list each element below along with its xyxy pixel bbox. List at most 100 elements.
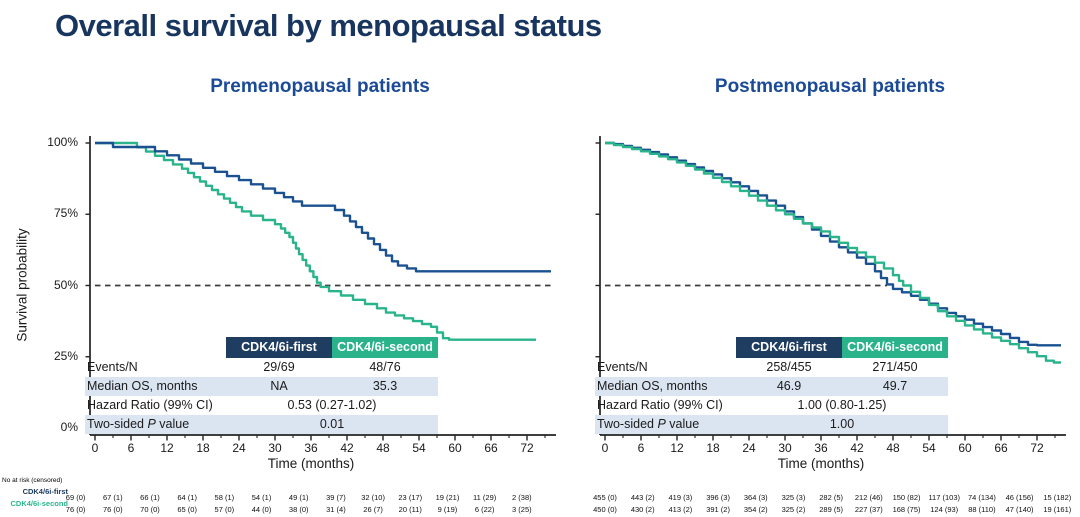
km-curve-cdk46i-second xyxy=(605,141,1061,364)
panel-title-premenopausal: Premenopausal patients xyxy=(210,76,430,97)
at-risk-value: 32 (10) xyxy=(361,493,385,502)
at-risk-value: 69 (0) xyxy=(65,493,86,502)
stats-row-label: Median OS, months xyxy=(85,377,226,396)
at-risk-value: 54 (1) xyxy=(251,493,272,502)
legend-cdk46i-second: CDK4/6i-second xyxy=(332,337,438,358)
x-tick-label: 24 xyxy=(232,441,246,455)
y-tick-label: 75% xyxy=(53,206,78,221)
x-tick-label: 42 xyxy=(340,441,354,455)
x-tick-label: 36 xyxy=(304,441,318,455)
y-tick-label: 100% xyxy=(47,135,78,149)
at-risk-value: 70 (0) xyxy=(140,505,160,514)
x-tick-label: 0 xyxy=(601,441,609,455)
at-risk-value: 9 (19) xyxy=(437,505,458,514)
stats-header-spacer xyxy=(85,337,226,358)
stats-row-label: Two-sided P value xyxy=(595,415,736,434)
y-axis-label: Survival probability xyxy=(14,228,30,342)
at-risk-row-cdk46i-second: 76 (0) 76 (0) 70 (0) 65 (0) 57 (0) 44 (0) 38 (… xyxy=(57,499,540,517)
italic-p: P xyxy=(147,417,156,431)
stats-row-label: Events/N xyxy=(87,360,138,374)
at-risk-label-cdk46i-second: CDK4/6i-second xyxy=(10,499,68,508)
at-risk-caption: No at risk (censored) xyxy=(2,477,63,484)
at-risk-value: 58 (1) xyxy=(214,493,235,502)
survival-plot-premenopausal xyxy=(85,136,556,441)
x-tick-label: 24 xyxy=(742,441,756,455)
at-risk-value: 413 (2) xyxy=(668,505,693,514)
stats-row-label: Events/N xyxy=(597,360,648,374)
at-risk-value: 430 (2) xyxy=(630,505,655,514)
stats-value-span: 0.53 (0.27-1.02) xyxy=(287,398,377,412)
at-risk-value: 2 (38) xyxy=(512,493,532,502)
at-risk-value: 57 (0) xyxy=(214,505,235,514)
panel-postmenopausal: Postmenopausal patients CDK4/6i-first CDK… xyxy=(510,0,1080,517)
stats-value-first: 46.9 xyxy=(736,377,842,396)
x-tick-label: 66 xyxy=(994,441,1008,455)
legend-cdk46i-first: CDK4/6i-first xyxy=(736,337,842,358)
y-tick-label: 50% xyxy=(53,277,78,292)
km-curve-cdk46i-first xyxy=(605,141,1061,347)
at-risk-value: 39 (7) xyxy=(326,493,346,502)
at-risk-value: 289 (5) xyxy=(819,505,844,514)
x-axis-label: Time (months) xyxy=(267,456,355,471)
at-risk-value: 364 (3) xyxy=(743,493,768,502)
at-risk-value: 44 (0) xyxy=(251,505,272,514)
at-risk-value: 38 (0) xyxy=(288,505,309,514)
at-risk-value: 23 (17) xyxy=(398,493,423,502)
at-risk-value: 66 (1) xyxy=(140,493,160,502)
at-risk-value: 150 (82) xyxy=(892,493,921,502)
stats-value-second: 35.3 xyxy=(332,377,438,396)
x-tick-label: 54 xyxy=(412,441,426,455)
at-risk-value: 354 (2) xyxy=(743,505,768,514)
x-tick-label: 12 xyxy=(160,441,174,455)
at-risk-value: 47 (140) xyxy=(1005,505,1034,514)
stats-value-first: 258/455 xyxy=(766,360,812,374)
italic-p: P xyxy=(657,417,666,431)
at-risk-value: 117 (103) xyxy=(928,493,960,502)
x-tick-label: 6 xyxy=(127,441,135,455)
y-tick-label: 25% xyxy=(53,348,78,363)
at-risk-value: 19 (161) xyxy=(1043,505,1072,514)
at-risk-value: 46 (156) xyxy=(1005,493,1034,502)
survival-plot-postmenopausal xyxy=(595,136,1066,441)
at-risk-value: 168 (75) xyxy=(892,505,921,514)
legend-cdk46i-first: CDK4/6i-first xyxy=(226,337,332,358)
stats-table-postmenopausal: CDK4/6i-first CDK4/6i-second Events/N 258/4… xyxy=(595,337,948,434)
x-tick-label: 30 xyxy=(778,441,792,455)
at-risk-value: 20 (11) xyxy=(398,505,422,514)
at-risk-row-cdk46i-first: 455 (0) 443 (2) 419 (3) 396 (3) 364 (3) 325 (… xyxy=(586,487,1076,505)
at-risk-value: 88 (110) xyxy=(968,505,996,514)
stats-row-label: Median OS, months xyxy=(595,377,736,396)
x-tick-label: 60 xyxy=(958,441,972,455)
at-risk-value: 67 (1) xyxy=(102,493,123,502)
stats-value-span: 1.00 xyxy=(736,415,948,434)
x-tick-label: 60 xyxy=(448,441,462,455)
x-tick-label: 48 xyxy=(886,441,900,455)
x-tick-label: 30 xyxy=(268,441,282,455)
at-risk-value: 325 (3) xyxy=(781,493,806,502)
x-tick-label: 72 xyxy=(1030,441,1044,455)
at-risk-value: 282 (5) xyxy=(819,493,844,502)
at-risk-value: 19 (21) xyxy=(435,493,460,502)
at-risk-value: 76 (0) xyxy=(102,505,123,514)
at-risk-value: 325 (2) xyxy=(781,505,806,514)
x-tick-label: 0 xyxy=(91,441,99,455)
x-tick-label: 42 xyxy=(850,441,864,455)
x-tick-label: 18 xyxy=(196,441,210,455)
at-risk-value: 11 (29) xyxy=(473,493,497,502)
at-risk-value: 419 (3) xyxy=(668,493,693,502)
at-risk-value: 26 (7) xyxy=(363,505,383,514)
x-tick-label: 54 xyxy=(922,441,936,455)
km-curve-cdk46i-second xyxy=(95,141,536,341)
at-risk-value: 65 (0) xyxy=(177,505,197,514)
x-axis-label: Time (months) xyxy=(777,456,865,471)
stats-value-span: 0.01 xyxy=(226,415,438,434)
legend-cdk46i-second: CDK4/6i-second xyxy=(842,337,948,358)
stats-row-label: Hazard Ratio (99% CI) xyxy=(597,398,723,412)
stats-value-second: 48/76 xyxy=(369,360,401,374)
stats-value-second: 271/450 xyxy=(872,360,918,374)
x-tick-label: 36 xyxy=(814,441,828,455)
x-tick-label: 6 xyxy=(637,441,645,455)
at-risk-value: 391 (2) xyxy=(706,505,730,514)
stats-value-first: 29/69 xyxy=(263,360,295,374)
